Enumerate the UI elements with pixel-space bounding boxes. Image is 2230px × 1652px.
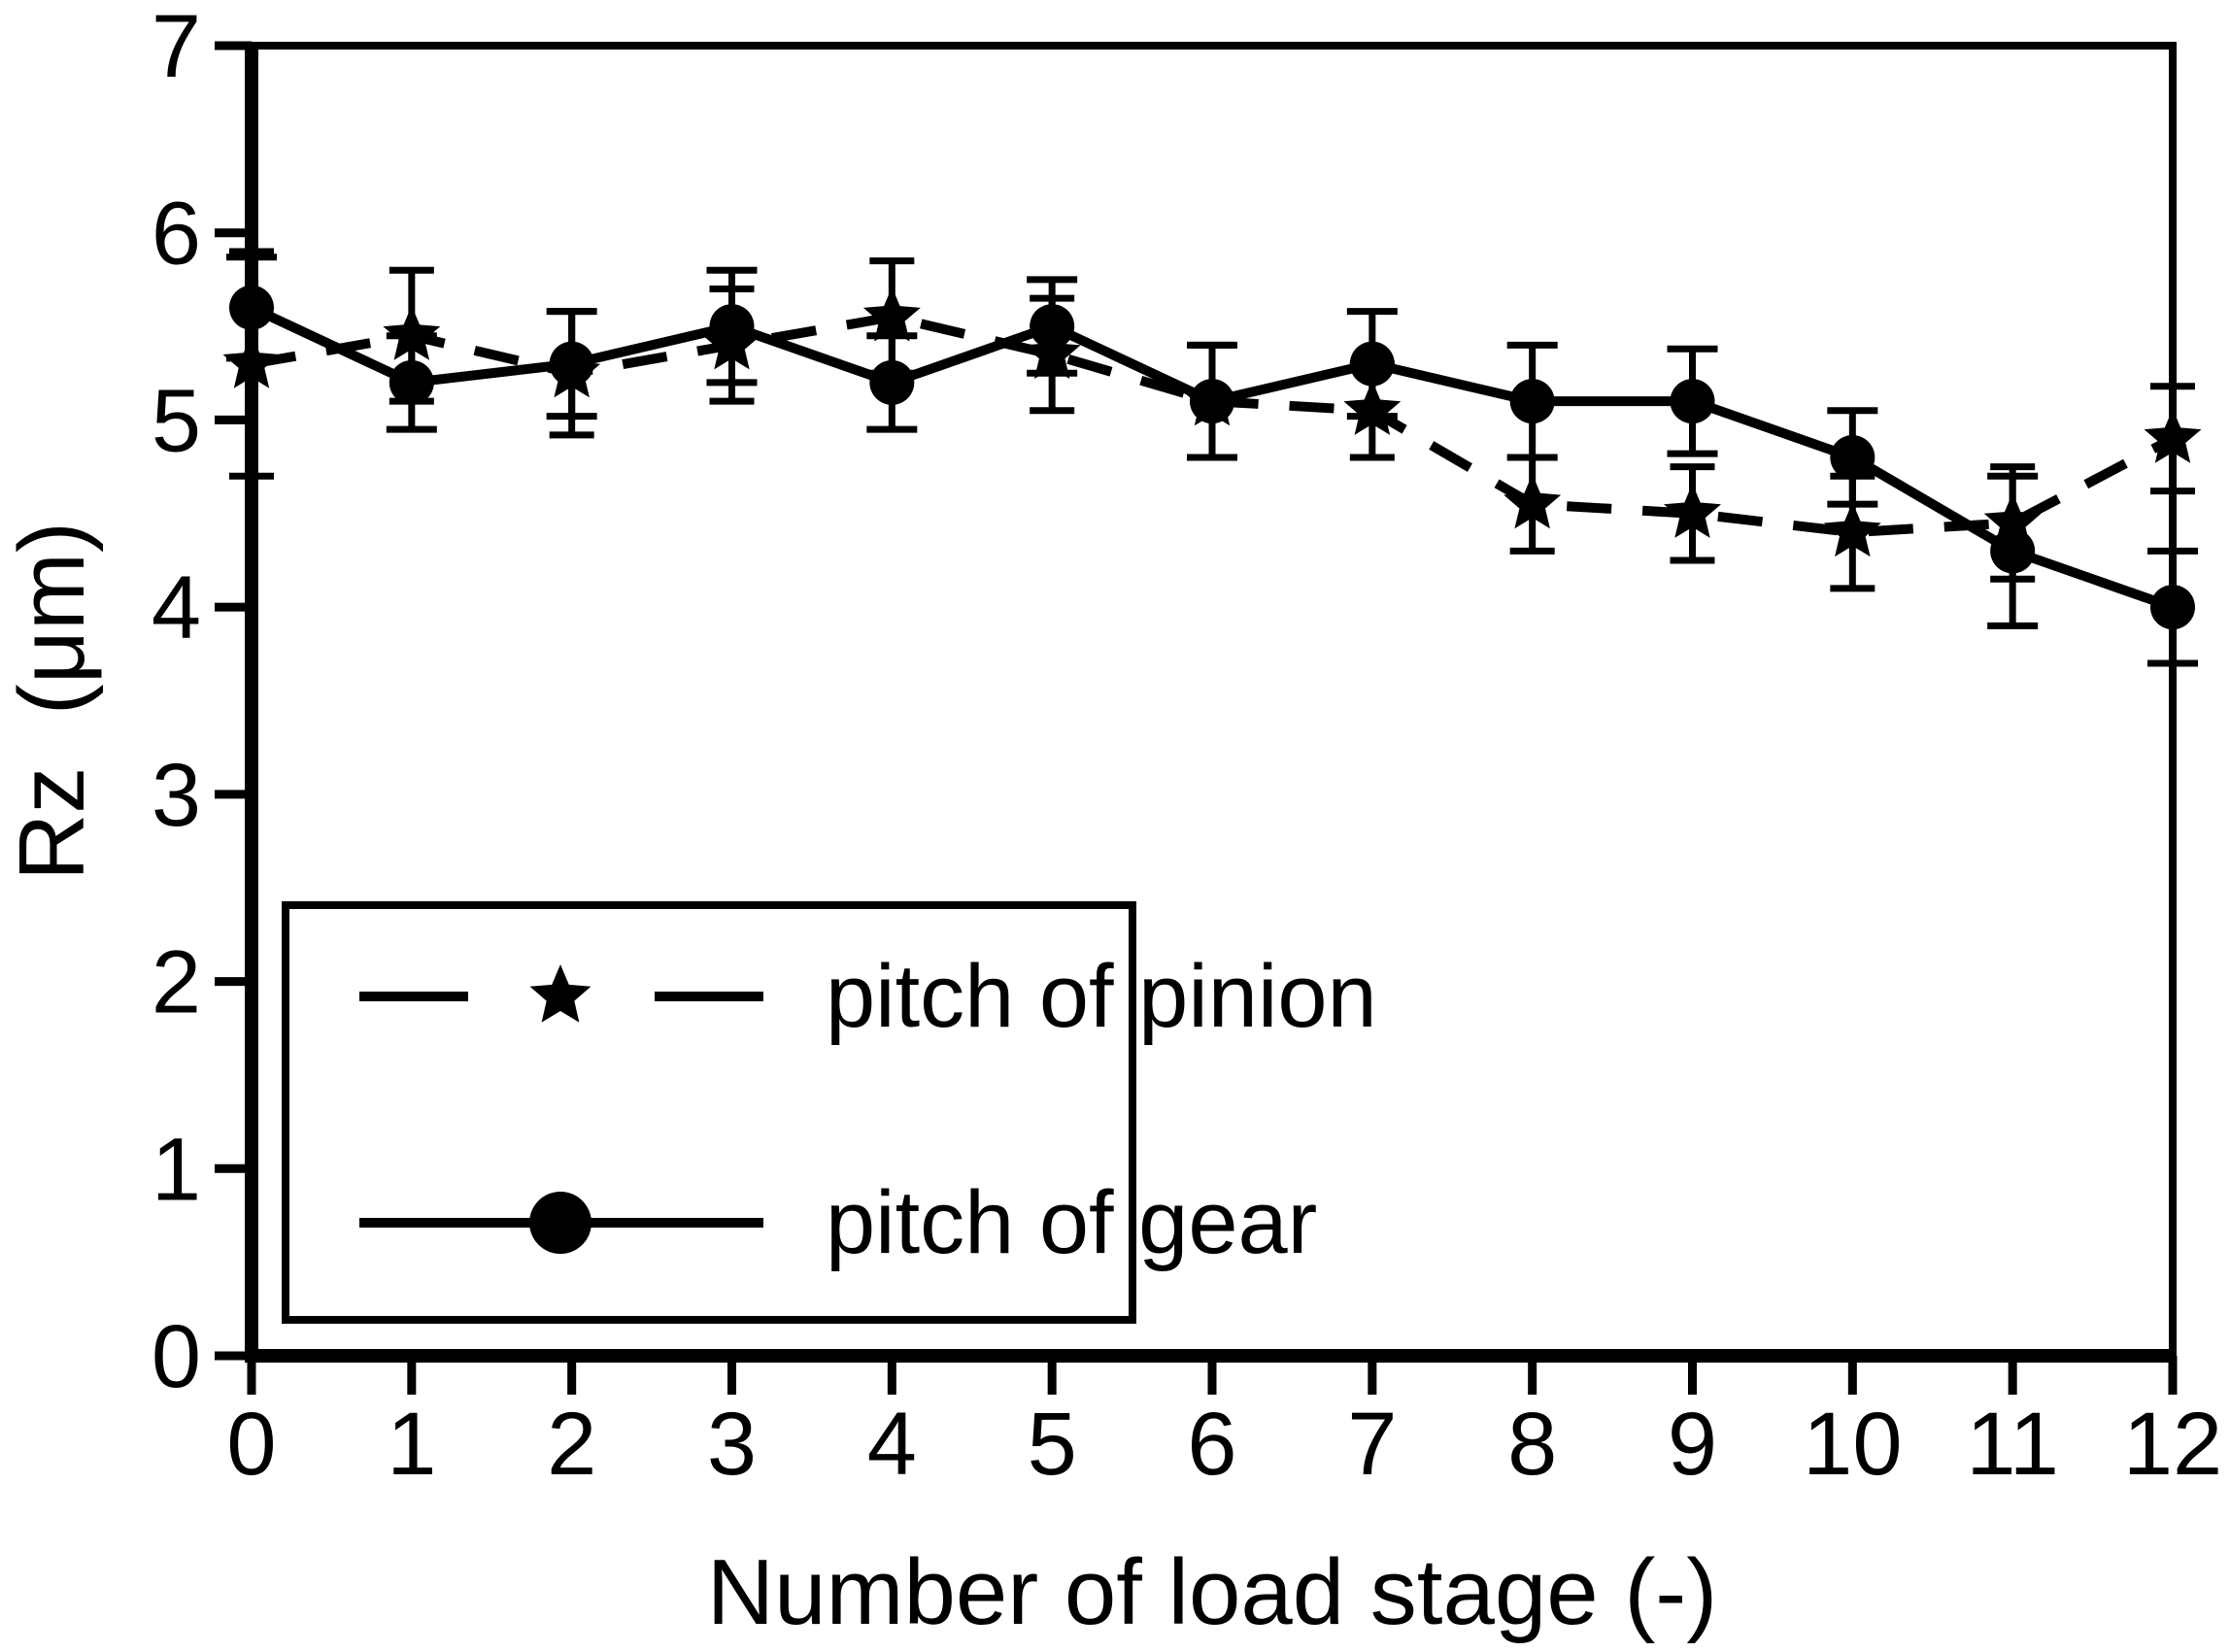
- star-marker: [1823, 502, 1881, 557]
- x-tick-label: 10: [1803, 1395, 1902, 1494]
- circle-marker: [229, 285, 274, 330]
- circle-marker: [1830, 434, 1875, 480]
- y-tick-label: 3: [152, 746, 201, 845]
- legend-item-pitch-of-pinion: pitch of pinion: [359, 952, 1377, 1041]
- star-marker: [2144, 408, 2202, 463]
- x-tick-label: 11: [1966, 1395, 2059, 1494]
- y-tick-label: 1: [152, 1120, 201, 1219]
- y-tick-label: 6: [152, 185, 201, 284]
- star-marker: [1664, 483, 1721, 538]
- x-tick-label: 3: [707, 1395, 757, 1494]
- circle-marker: [1990, 528, 2036, 574]
- star-marker: [1504, 474, 1562, 529]
- x-tick-label: 1: [387, 1395, 436, 1494]
- x-tick-label: 2: [547, 1395, 596, 1494]
- x-tick-label: 6: [1187, 1395, 1236, 1494]
- series-pitch-of-gear: [226, 253, 2198, 667]
- circle-marker: [709, 304, 755, 350]
- y-tick-label: 7: [152, 0, 201, 96]
- circle-marker: [1670, 379, 1715, 424]
- x-axis-title: Number of load stage (-): [707, 1540, 1717, 1644]
- legend-label-gear: pitch of gear: [826, 1173, 1318, 1272]
- x-tick-label: 5: [1028, 1395, 1077, 1494]
- legend-sample-0: [359, 964, 763, 1023]
- x-tick-label: 9: [1668, 1395, 1717, 1494]
- x-tick-label: 0: [226, 1395, 276, 1494]
- circle-marker: [1509, 379, 1555, 424]
- circle-marker: [389, 359, 434, 405]
- legend: pitch of pinion pitch of gear: [282, 901, 1377, 1324]
- y-axis-title: Rz (μm): [0, 522, 104, 881]
- y-tick-label: 0: [152, 1307, 201, 1406]
- x-tick-label: 7: [1347, 1395, 1397, 1494]
- circle-marker: [2150, 585, 2195, 630]
- legend-label-pinion: pitch of pinion: [826, 947, 1377, 1046]
- star-marker: [862, 287, 921, 342]
- x-tick-label: 8: [1507, 1395, 1557, 1494]
- legend-sample-1: [359, 1192, 763, 1254]
- circle-marker: [1349, 341, 1395, 387]
- x-tick-label: 12: [2123, 1395, 2222, 1494]
- circle-marker: [869, 359, 915, 405]
- legend-item-pitch-of-gear: pitch of gear: [359, 1178, 1317, 1267]
- circle-marker-icon: [529, 1192, 591, 1254]
- star-marker-icon: [529, 964, 591, 1023]
- x-tick-label: 4: [867, 1395, 917, 1494]
- circle-marker: [1190, 379, 1234, 424]
- legend-dash: [655, 992, 763, 1001]
- y-tick-label: 4: [152, 558, 201, 657]
- y-tick-label: 2: [152, 933, 201, 1032]
- y-tick-label: 5: [152, 371, 201, 470]
- circle-marker: [1030, 304, 1075, 350]
- legend-dash: [359, 992, 468, 1001]
- circle-marker: [549, 341, 594, 387]
